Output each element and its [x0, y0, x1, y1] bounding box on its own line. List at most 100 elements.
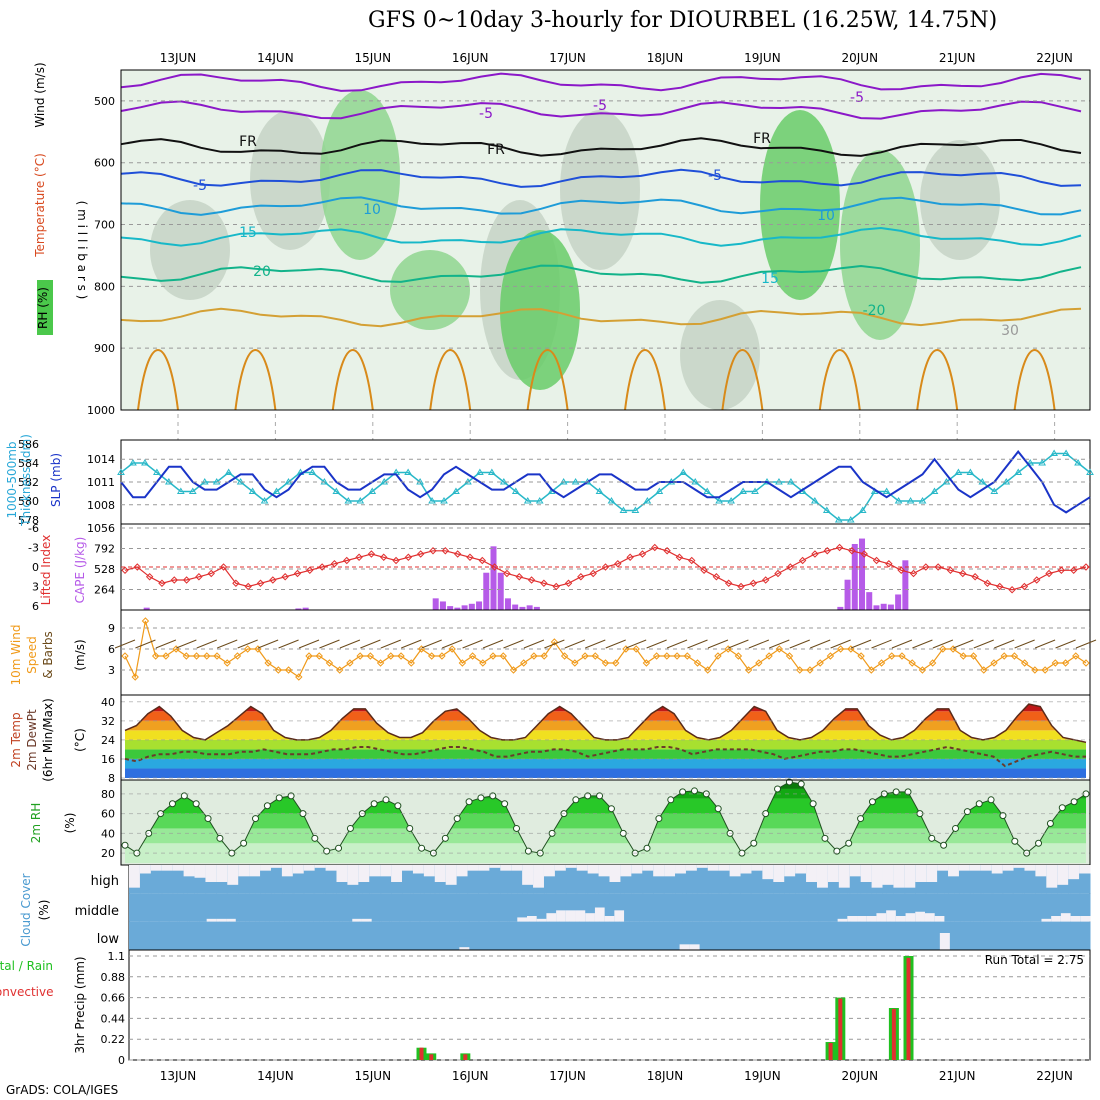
wind-speed-point — [980, 666, 988, 674]
cloud-cell — [478, 865, 490, 894]
cloud-cell — [587, 865, 600, 894]
cloud-clear-cell — [620, 865, 632, 877]
wind-barb — [380, 639, 401, 649]
wind-speed-point — [632, 645, 640, 653]
precip-tick: 1.1 — [108, 950, 126, 963]
wind-barb — [932, 639, 954, 649]
wind-speed-point — [918, 666, 927, 674]
thickness-label-a: 1000-500mb — [5, 441, 19, 518]
wind-tick: 6 — [108, 643, 115, 656]
rh-point — [987, 796, 995, 804]
wind-speed-point — [530, 652, 538, 660]
thickness-point — [679, 468, 688, 475]
thickness-point — [428, 497, 436, 504]
cloud-label: Cloud Cover — [19, 873, 33, 946]
wind-barb — [1075, 639, 1097, 649]
wind-barb — [544, 639, 565, 649]
wind-barb — [973, 639, 994, 649]
cloud-cell — [489, 865, 501, 894]
li-point — [453, 550, 462, 558]
thickness-point — [882, 487, 891, 494]
cloud-clear-cell — [270, 865, 283, 868]
date-label-top: 22JUN — [1036, 51, 1073, 65]
li-point — [663, 547, 671, 555]
cloud-cell — [839, 921, 851, 950]
cloud-cell — [279, 921, 290, 950]
upper-y-tick: 700 — [94, 219, 115, 232]
cloud-cell — [139, 865, 152, 894]
cloud-cell — [751, 865, 763, 894]
cloud-clear-cell — [594, 907, 606, 922]
temp-tick: 16 — [101, 753, 115, 766]
contour-label: 10 — [817, 208, 835, 224]
cloud-clear-cell — [837, 918, 848, 922]
cape-bar — [483, 572, 490, 610]
cape-tick: 528 — [94, 563, 115, 576]
li-point — [1045, 569, 1053, 578]
rh-band — [125, 843, 1086, 863]
cloud-cell — [129, 893, 140, 922]
cloud-clear-cell — [893, 865, 905, 888]
cloud-cell — [167, 893, 179, 922]
wind-label-b: Speed — [25, 636, 39, 674]
li-point — [749, 579, 758, 587]
wind-speed-point — [274, 666, 283, 674]
isotherm-line — [1013, 349, 1056, 411]
cloud-cell — [629, 921, 641, 950]
temp-band — [125, 739, 1086, 750]
cloud-cell — [934, 893, 945, 922]
wind-speed-point — [877, 659, 886, 667]
wind-speed-point — [121, 652, 129, 660]
thickness-point — [751, 487, 759, 494]
cape-bar — [432, 598, 439, 610]
cloud-cell — [419, 921, 430, 950]
cloud-clear-cell — [402, 865, 414, 871]
thickness-point — [595, 487, 604, 494]
contour-label: -5 — [193, 178, 207, 194]
upper-rh-label: RH (%) — [36, 287, 50, 329]
li-point — [293, 569, 302, 578]
li-point — [922, 563, 930, 571]
li-point — [971, 573, 979, 581]
cloud-clear-cell — [206, 918, 217, 922]
cloud-cell — [664, 865, 676, 894]
cloud-cell — [380, 865, 392, 894]
thickness-point — [452, 487, 460, 494]
rh2m-label: 2m RH — [29, 803, 43, 844]
cloud-cell — [303, 865, 316, 894]
li-point — [133, 563, 142, 571]
thickness-tick: 580 — [18, 495, 39, 508]
cloud-cell — [183, 865, 196, 894]
thickness-point — [727, 497, 735, 504]
cloud-cell — [199, 921, 210, 950]
thickness-point — [1062, 449, 1070, 456]
li-point — [1069, 566, 1078, 574]
li-point — [343, 556, 351, 565]
thickness-point — [787, 478, 795, 485]
cloud-clear-cell — [554, 865, 567, 871]
thickness-point — [476, 468, 484, 475]
li-point — [1082, 563, 1090, 571]
cloud-cell — [709, 921, 721, 950]
li-point — [798, 556, 807, 565]
precip-convective-bar — [838, 998, 843, 1060]
li-point — [909, 569, 918, 578]
li-point — [380, 553, 388, 561]
cloud-cell — [209, 921, 220, 950]
rh-point — [572, 796, 580, 804]
wind-barb — [687, 639, 708, 649]
cloud-cell — [319, 921, 330, 950]
cloud-clear-cell — [565, 865, 578, 868]
cloud-clear-cell — [679, 944, 691, 950]
cloud-cell — [526, 893, 538, 922]
cloud-cell — [456, 865, 469, 894]
li-point — [1008, 586, 1016, 594]
wind-barb — [707, 639, 729, 649]
cloud-clear-cell — [849, 865, 862, 877]
cloud-cell — [294, 893, 305, 922]
wind-barb — [769, 639, 790, 649]
cloud-cell — [604, 893, 615, 922]
cloud-clear-cell — [172, 865, 185, 871]
li-point — [983, 579, 992, 587]
wind-barb — [728, 639, 749, 649]
